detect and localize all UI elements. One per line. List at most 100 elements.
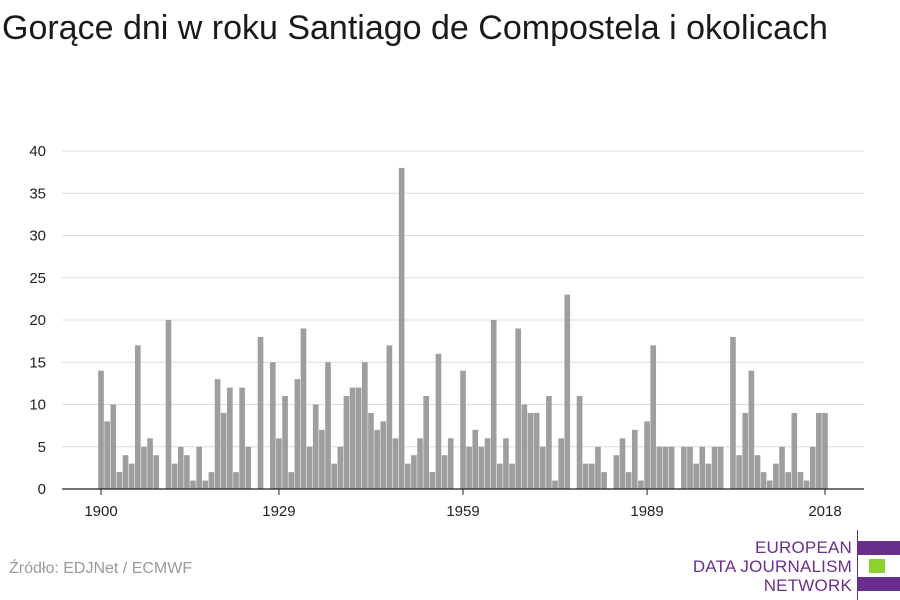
bar-2013 bbox=[791, 412, 798, 489]
bar-1920 bbox=[220, 412, 227, 489]
bar-1999 bbox=[705, 463, 712, 489]
x-axis-labels: 1900 1929 1959 1989 2018 bbox=[84, 503, 841, 520]
bar-1951 bbox=[411, 455, 417, 489]
bar-2001 bbox=[717, 446, 724, 489]
logo-divider bbox=[857, 530, 858, 600]
y-tick-label: 5 bbox=[38, 439, 46, 456]
x-tick-label: 1900 bbox=[84, 503, 117, 520]
bar-2004 bbox=[736, 455, 742, 489]
bar-1926 bbox=[257, 336, 264, 489]
bar-2018 bbox=[822, 412, 828, 489]
bar-1975 bbox=[558, 438, 564, 489]
y-tick-label: 35 bbox=[29, 185, 46, 202]
bar-1904 bbox=[122, 455, 129, 489]
bar-1939 bbox=[337, 446, 344, 489]
bar-1901 bbox=[104, 421, 110, 489]
bar-1915 bbox=[190, 480, 196, 489]
bar-1948 bbox=[392, 438, 399, 489]
bar-2008 bbox=[760, 472, 767, 489]
bar-1950 bbox=[404, 463, 411, 489]
bar-2003 bbox=[730, 336, 736, 489]
bar-1908 bbox=[147, 438, 153, 489]
y-axis-labels: 0 5 10 15 20 25 30 35 40 bbox=[29, 143, 46, 498]
bar-1965 bbox=[496, 463, 503, 489]
bar-1976 bbox=[564, 294, 571, 489]
bar-2010 bbox=[773, 463, 779, 489]
bar-1966 bbox=[503, 438, 509, 489]
bar-1963 bbox=[484, 438, 491, 489]
bar-2016 bbox=[809, 446, 816, 489]
logo-bar-purple-bottom bbox=[857, 577, 900, 591]
bar-1916 bbox=[196, 446, 202, 489]
bar-1961 bbox=[472, 429, 479, 489]
bar-2015 bbox=[803, 480, 810, 489]
bar-1987 bbox=[631, 429, 638, 489]
bar-1968 bbox=[515, 328, 522, 489]
bar-1932 bbox=[294, 379, 301, 489]
bar-1934 bbox=[306, 446, 313, 489]
bar-1943 bbox=[362, 362, 368, 489]
bar-1969 bbox=[521, 404, 528, 489]
bar-2006 bbox=[748, 370, 755, 489]
bar-1974 bbox=[552, 480, 558, 489]
bar-1964 bbox=[490, 320, 497, 489]
bar-1952 bbox=[417, 438, 423, 489]
bar-1981 bbox=[595, 446, 601, 489]
bar-1949 bbox=[398, 167, 405, 489]
y-tick-label: 30 bbox=[29, 228, 46, 245]
bar-1947 bbox=[386, 345, 393, 489]
bars bbox=[98, 167, 828, 489]
bar-1988 bbox=[638, 480, 644, 489]
bar-1919 bbox=[214, 379, 221, 489]
bar-1991 bbox=[656, 446, 663, 489]
bar-1922 bbox=[233, 472, 239, 489]
y-tick-label: 15 bbox=[29, 354, 46, 371]
bar-1945 bbox=[374, 429, 380, 489]
x-axis-ticks bbox=[100, 489, 826, 495]
bar-1962 bbox=[478, 446, 485, 489]
bar-1990 bbox=[650, 345, 657, 489]
bar-1935 bbox=[312, 404, 319, 489]
y-tick-label: 20 bbox=[29, 312, 46, 329]
logo-line-network: NETWORK bbox=[763, 576, 852, 595]
bar-1900 bbox=[98, 370, 104, 489]
bar-1995 bbox=[681, 446, 687, 489]
bar-1944 bbox=[368, 412, 374, 489]
bar-1955 bbox=[435, 353, 442, 489]
bar-1989 bbox=[644, 421, 650, 489]
bar-1913 bbox=[177, 446, 184, 489]
bar-1940 bbox=[343, 396, 350, 489]
chart-title: Gorące dni w roku Santiago de Compostela… bbox=[2, 9, 828, 47]
bar-1921 bbox=[227, 387, 233, 489]
bar-1956 bbox=[441, 455, 448, 489]
bar-1911 bbox=[165, 320, 172, 489]
bar-1907 bbox=[141, 446, 147, 489]
x-tick-label: 1989 bbox=[630, 503, 663, 520]
edjnet-logo[interactable]: EUROPEAN DATA JOURNALISM NETWORK bbox=[693, 538, 900, 600]
bar-2012 bbox=[785, 472, 791, 489]
bar-2017 bbox=[816, 412, 822, 489]
bar-1971 bbox=[533, 412, 540, 489]
bar-2000 bbox=[711, 446, 718, 489]
bar-1980 bbox=[589, 463, 595, 489]
bar-1946 bbox=[380, 421, 387, 489]
bar-1936 bbox=[319, 429, 325, 489]
bar-2009 bbox=[766, 480, 773, 489]
bar-1954 bbox=[429, 472, 436, 489]
bar-1906 bbox=[134, 345, 141, 489]
bar-1982 bbox=[601, 472, 607, 489]
source-note: Źródło: EDJNet / ECMWF bbox=[9, 560, 193, 577]
bar-1912 bbox=[171, 463, 178, 489]
x-tick-label: 1929 bbox=[262, 503, 295, 520]
bar-1998 bbox=[699, 446, 706, 489]
bar-1978 bbox=[576, 396, 583, 489]
logo-bar-green bbox=[869, 559, 885, 573]
bar-1914 bbox=[184, 455, 190, 489]
bar-1905 bbox=[128, 463, 135, 489]
bar-1928 bbox=[269, 362, 276, 489]
bar-2005 bbox=[742, 412, 749, 489]
y-tick-label: 40 bbox=[29, 143, 46, 160]
y-tick-label: 0 bbox=[38, 481, 46, 498]
bar-1942 bbox=[355, 387, 362, 489]
